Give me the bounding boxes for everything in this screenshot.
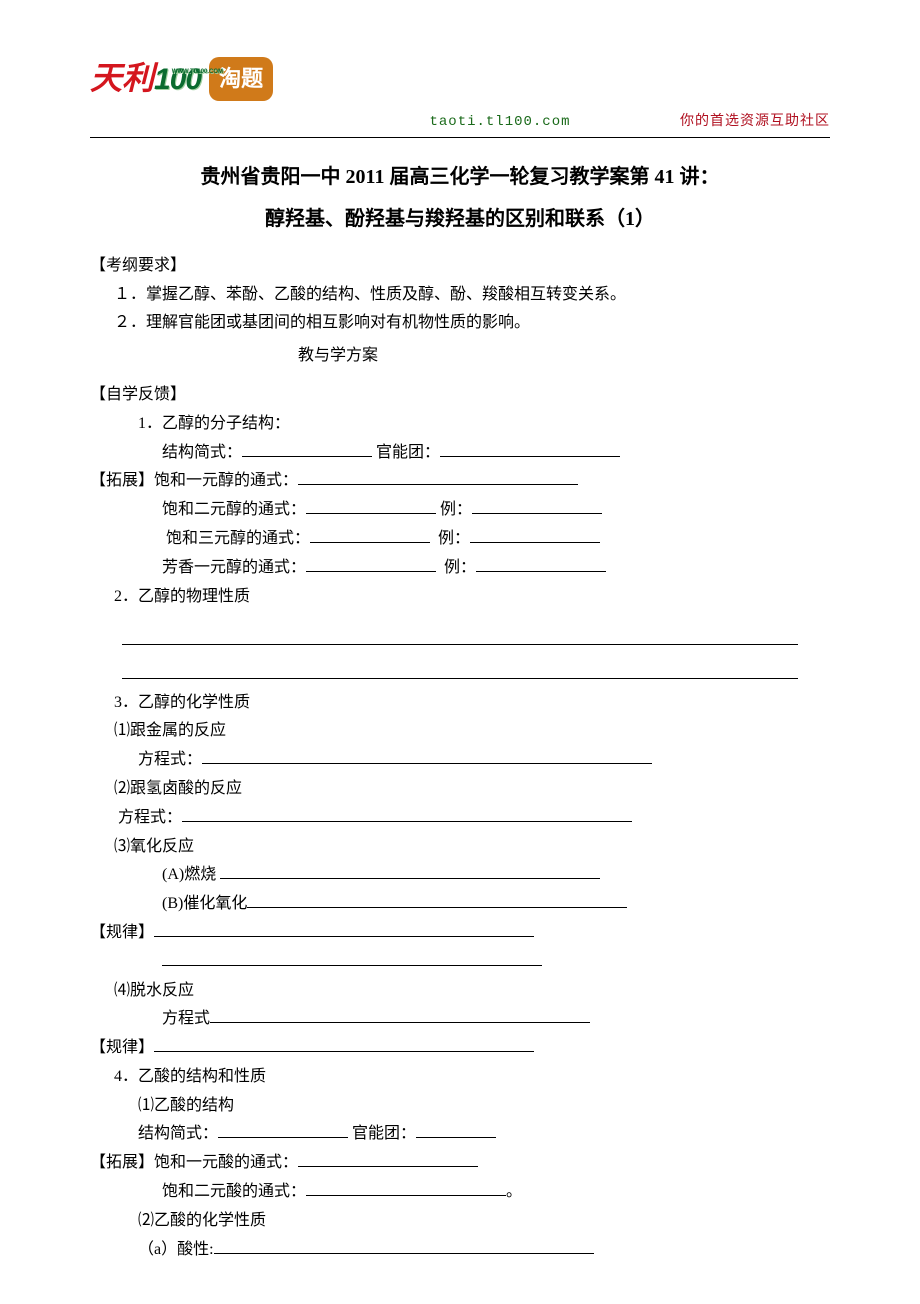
blank (298, 468, 578, 486)
example-label: 例： (438, 530, 470, 547)
tuozhan-label: 【拓展】 (90, 1154, 154, 1171)
tz1-text: 饱和一元醇的通式： (154, 472, 298, 489)
blank (220, 862, 600, 880)
s4-2a-text: （a）酸性: (138, 1241, 214, 1258)
blank (154, 919, 534, 937)
section-2-title: 2．乙醇的物理性质 (90, 583, 830, 612)
blank (306, 497, 436, 515)
title-line-2: 醇羟基、酚羟基与羧羟基的区别和联系（1） (90, 198, 830, 240)
blank (210, 1006, 590, 1024)
title-line-1: 贵州省贵阳一中 2011 届高三化学一轮复习教学案第 41 讲： (90, 156, 830, 198)
s3-3a: (A)燃烧 (90, 861, 830, 890)
tz5-text: 饱和一元酸的通式： (154, 1154, 298, 1171)
group-label: 官能团： (376, 444, 440, 461)
header-slogan: 你的首选资源互助社区 (680, 110, 830, 135)
plan-label: 教与学方案 (90, 342, 830, 371)
tuozhan-row-2: 饱和二元醇的通式： 例： (90, 496, 830, 525)
s4-2a: （a）酸性: (90, 1236, 830, 1265)
header-url-row: taoti.tl100.com 你的首选资源互助社区 (90, 110, 830, 138)
struct-label: 结构简式： (138, 1125, 218, 1142)
blank (306, 554, 436, 572)
blank (472, 497, 602, 515)
section-1-struct: 结构简式： 官能团： (90, 439, 830, 468)
guilv-label: 【规律】 (90, 924, 154, 941)
period: 。 (506, 1183, 522, 1200)
tuozhan-row-5: 【拓展】饱和一元酸的通式： (90, 1149, 830, 1178)
logo-row: 天利 1 00 WWW.TL100.COM 淘题 (90, 50, 830, 108)
struct-label: 结构简式： (162, 444, 242, 461)
s3-2-eq: 方程式： (90, 804, 830, 833)
blank (162, 948, 542, 966)
tuozhan-row-6: 饱和二元酸的通式： 。 (90, 1178, 830, 1207)
blank (306, 1178, 506, 1196)
logo-text-1: 1 (154, 53, 170, 107)
eq-label: 方程式： (138, 751, 202, 768)
guilv-row-2: 【规律】 (90, 1034, 830, 1063)
tz2-text: 饱和二元醇的通式： (162, 501, 306, 518)
tuozhan-label: 【拓展】 (90, 472, 154, 489)
blank-line (122, 619, 798, 645)
s4-2-title: ⑵乙酸的化学性质 (90, 1207, 830, 1236)
zixue-label: 【自学反馈】 (90, 381, 830, 410)
tuozhan-row-4: 芳香一元醇的通式： 例： (90, 554, 830, 583)
section-4-title: 4．乙酸的结构和性质 (90, 1063, 830, 1092)
blank (470, 525, 600, 543)
blank (440, 439, 620, 457)
header-url: taoti.tl100.com (429, 110, 570, 135)
s3-1-eq: 方程式： (90, 746, 830, 775)
s3-3a-text: (A)燃烧 (162, 866, 216, 883)
blank (202, 747, 652, 765)
tz3-text: 饱和三元醇的通式： (166, 530, 310, 547)
section-3-title: 3．乙醇的化学性质 (90, 689, 830, 718)
guilv-blank-2 (90, 948, 830, 977)
eq-label: 方程式： (118, 809, 182, 826)
example-label: 例： (444, 559, 476, 576)
blank (154, 1035, 534, 1053)
blank (416, 1121, 496, 1139)
s4-struct: 结构简式： 官能团： (90, 1120, 830, 1149)
blank (476, 554, 606, 572)
s3-3-title: ⑶氧化反应 (90, 833, 830, 862)
blank (298, 1150, 478, 1168)
s4-1-title: ⑴乙酸的结构 (90, 1092, 830, 1121)
doc-title: 贵州省贵阳一中 2011 届高三化学一轮复习教学案第 41 讲： 醇羟基、酚羟基… (90, 156, 830, 240)
logo-text-tian: 天利 (90, 50, 154, 108)
blank-line (122, 653, 798, 679)
section-1-title: 1．乙醇的分子结构： (90, 410, 830, 439)
s3-2-title: ⑵跟氢卤酸的反应 (90, 775, 830, 804)
blank (247, 891, 627, 909)
kaogang-label: 【考纲要求】 (90, 252, 830, 281)
tuozhan-row-3: 饱和三元醇的通式： 例： (90, 525, 830, 554)
logo-tianli: 天利 1 00 WWW.TL100.COM (90, 50, 201, 108)
logo-sub-url: WWW.TL100.COM (172, 67, 223, 78)
s3-4-eq: 方程式 (90, 1005, 830, 1034)
s3-4-title: ⑷脱水反应 (90, 977, 830, 1006)
group-label: 官能团： (352, 1125, 416, 1142)
tuozhan-row-1: 【拓展】饱和一元醇的通式： (90, 467, 830, 496)
s3-1-title: ⑴跟金属的反应 (90, 717, 830, 746)
blank (182, 804, 632, 822)
blank (242, 439, 372, 457)
eq-label-2: 方程式 (162, 1010, 210, 1027)
guilv-label: 【规律】 (90, 1039, 154, 1056)
kaogang-item-2: ２．理解官能团或基团间的相互影响对有机物性质的影响。 (90, 309, 830, 338)
s3-3b: (B)催化氧化 (90, 890, 830, 919)
page-header: 天利 1 00 WWW.TL100.COM 淘题 taoti.tl100.com… (90, 50, 830, 138)
example-label: 例： (440, 501, 472, 518)
kaogang-item-1: １．掌握乙醇、苯酚、乙酸的结构、性质及醇、酚、羧酸相互转变关系。 (90, 281, 830, 310)
blank (310, 525, 430, 543)
guilv-row-1: 【规律】 (90, 919, 830, 948)
tz6-text: 饱和二元酸的通式： (162, 1183, 306, 1200)
blank (218, 1121, 348, 1139)
tz4-text: 芳香一元醇的通式： (162, 559, 306, 576)
s3-3b-text: (B)催化氧化 (162, 895, 247, 912)
blank (214, 1236, 594, 1254)
logo-taoti: 淘题 (209, 57, 273, 101)
